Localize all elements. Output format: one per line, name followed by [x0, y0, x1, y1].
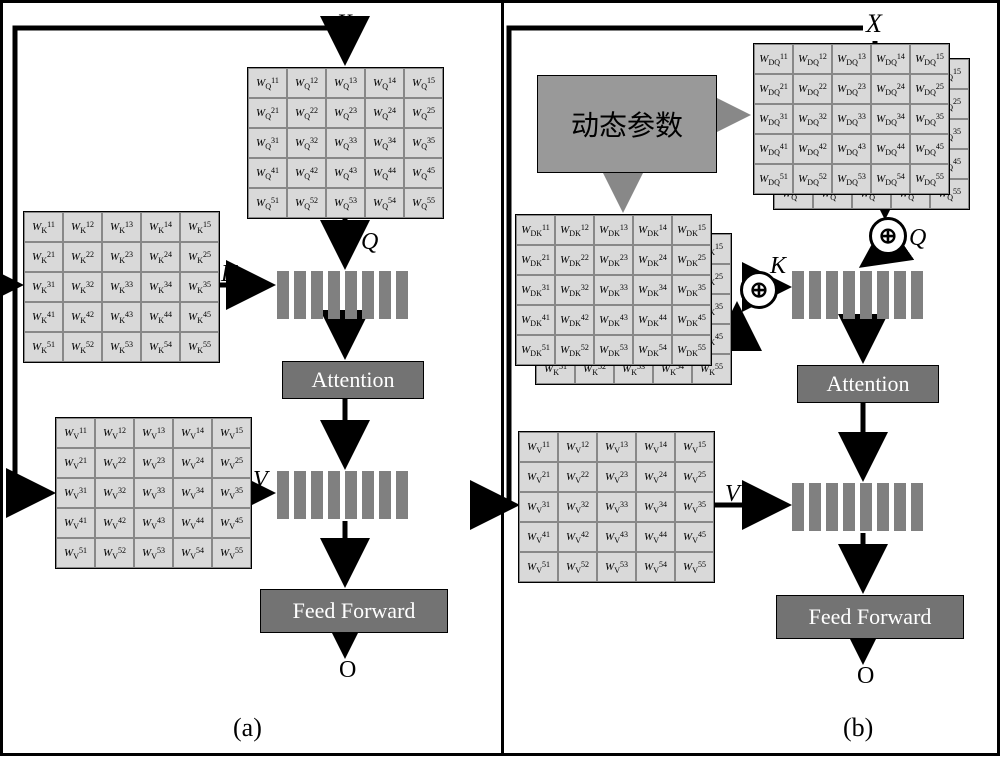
- feedforward-box-a: Feed Forward: [260, 589, 448, 633]
- diagram-canvas: X WQ11WQ12WQ13WQ14WQ15WQ21WQ22WQ23WQ24WQ…: [0, 0, 1000, 756]
- sublabel-b: (b): [843, 713, 873, 743]
- matrix-wv-b: WV11WV12WV13WV14WV15WV21WV22WV23WV24WV25…: [518, 431, 715, 583]
- label-k-a: K: [221, 261, 237, 288]
- label-q-b: Q: [909, 225, 926, 252]
- attention-box-b: Attention: [797, 365, 939, 403]
- feedforward-box-b: Feed Forward: [776, 595, 964, 639]
- matrix-wv-a: WV11WV12WV13WV14WV15WV21WV22WV23WV24WV25…: [55, 417, 252, 569]
- label-x-a: X: [336, 9, 352, 39]
- label-o-a: O: [339, 657, 356, 684]
- plus-q-b: ⊕: [869, 217, 907, 255]
- panel-divider: [501, 3, 504, 753]
- matrix-wk-a: WK11WK12WK13WK14WK15WK21WK22WK23WK24WK25…: [23, 211, 220, 363]
- attention-box-a: Attention: [282, 361, 424, 399]
- bars-v-b: [792, 483, 923, 531]
- matrix-wdq-b: WDQ11WDQ12WDQ13WDQ14WDQ15WDQ21WDQ22WDQ23…: [753, 43, 950, 195]
- bars-q-b: [792, 271, 923, 319]
- label-x-b: X: [866, 9, 882, 39]
- dynamic-params-box: 动态参数: [537, 75, 717, 173]
- bars-v-a: [277, 471, 408, 519]
- label-o-b: O: [857, 663, 874, 690]
- plus-k-b: ⊕: [740, 271, 778, 309]
- label-v-b: V: [725, 481, 740, 508]
- matrix-wq-a: WQ11WQ12WQ13WQ14WQ15WQ21WQ22WQ23WQ24WQ25…: [247, 67, 444, 219]
- matrix-wdk-b: WDK11WDK12WDK13WDK14WDK15WDK21WDK22WDK23…: [515, 214, 712, 366]
- bars-q-a: [277, 271, 408, 319]
- label-v-a: V: [253, 467, 268, 494]
- label-q-a: Q: [361, 229, 378, 256]
- sublabel-a: (a): [233, 713, 262, 743]
